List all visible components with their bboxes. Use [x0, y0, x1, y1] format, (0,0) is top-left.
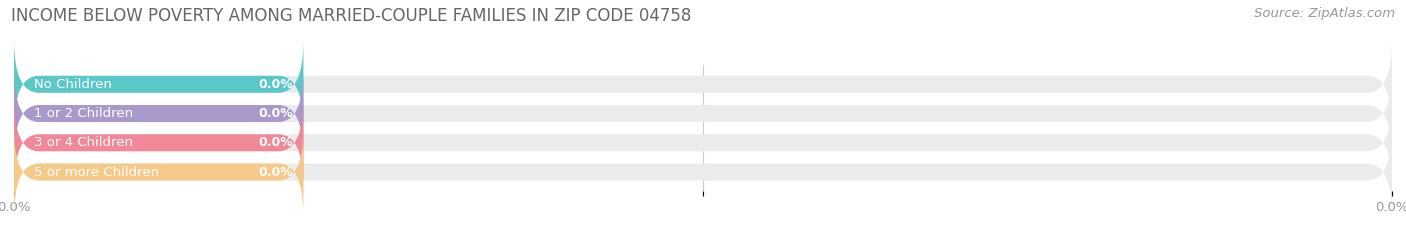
FancyBboxPatch shape	[14, 128, 304, 216]
Text: 0.0%: 0.0%	[259, 78, 294, 91]
FancyBboxPatch shape	[14, 69, 1392, 158]
Text: No Children: No Children	[34, 78, 111, 91]
Text: Source: ZipAtlas.com: Source: ZipAtlas.com	[1254, 7, 1395, 20]
Text: 3 or 4 Children: 3 or 4 Children	[34, 136, 134, 149]
Text: 5 or more Children: 5 or more Children	[34, 165, 159, 178]
Text: INCOME BELOW POVERTY AMONG MARRIED-COUPLE FAMILIES IN ZIP CODE 04758: INCOME BELOW POVERTY AMONG MARRIED-COUPL…	[11, 7, 692, 25]
FancyBboxPatch shape	[14, 40, 304, 128]
Text: 0.0%: 0.0%	[259, 107, 294, 120]
FancyBboxPatch shape	[14, 128, 1392, 216]
Text: 0.0%: 0.0%	[259, 165, 294, 178]
FancyBboxPatch shape	[14, 40, 1392, 128]
FancyBboxPatch shape	[14, 69, 304, 158]
FancyBboxPatch shape	[14, 99, 304, 187]
Text: 0.0%: 0.0%	[259, 136, 294, 149]
Text: 1 or 2 Children: 1 or 2 Children	[34, 107, 134, 120]
FancyBboxPatch shape	[14, 99, 1392, 187]
